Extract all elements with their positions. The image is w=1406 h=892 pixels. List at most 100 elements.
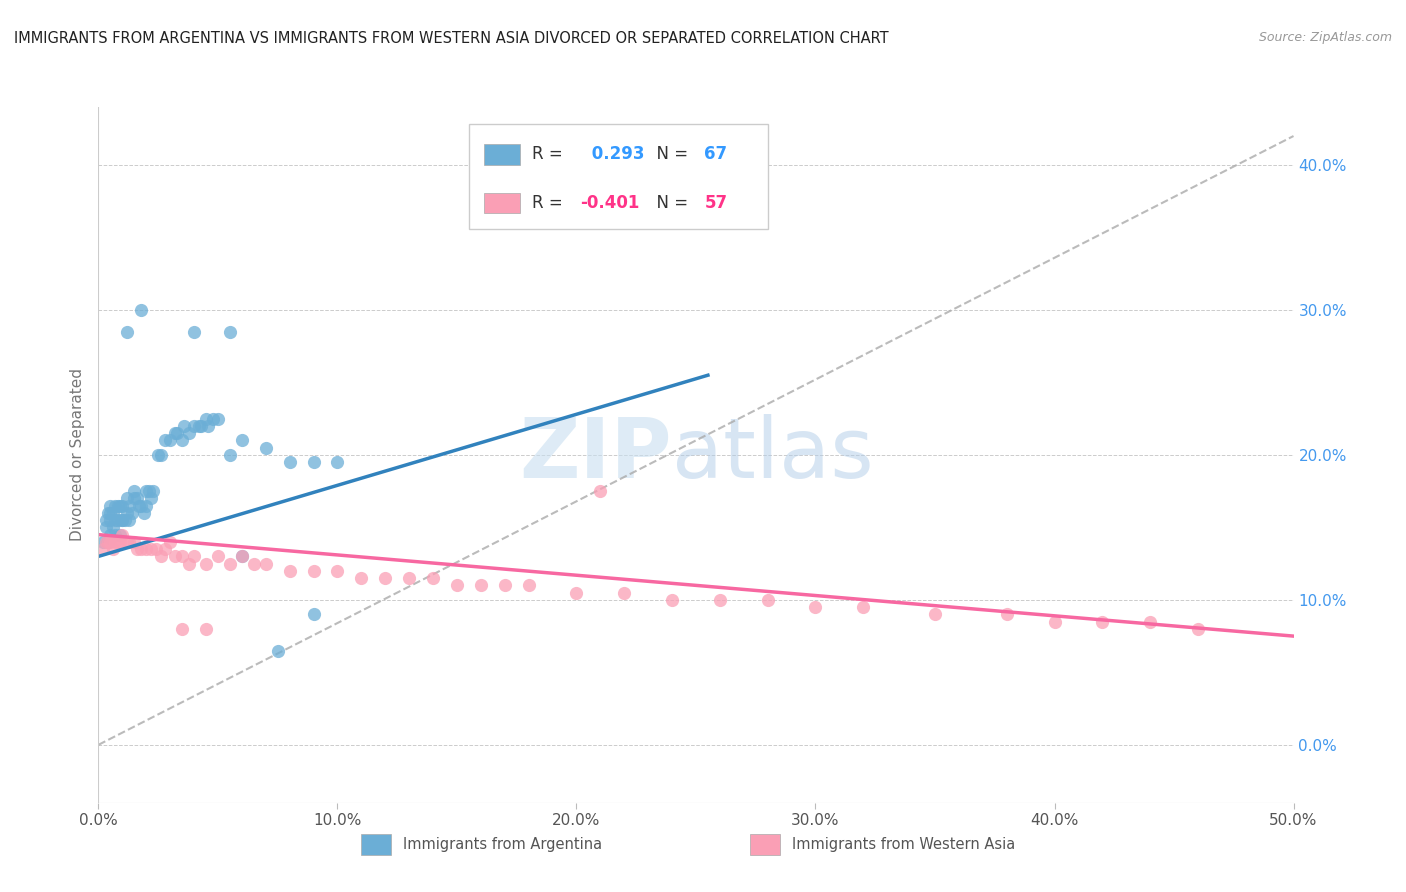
Point (470, 578, 492, 592)
Point (194, 411, 218, 425)
Point (243, 557, 266, 571)
Point (207, 411, 229, 425)
Point (302, 455, 325, 469)
Point (104, 534, 127, 549)
Point (142, 484, 165, 499)
Text: N =: N = (645, 145, 693, 163)
Point (172, 622, 194, 636)
Point (231, 549, 253, 564)
Point (183, 325, 205, 339)
Point (422, 571, 444, 585)
Point (1187, 622, 1209, 636)
Point (1091, 615, 1114, 629)
Point (207, 549, 229, 564)
Point (149, 448, 172, 462)
Point (98, 534, 122, 549)
Point (374, 571, 396, 585)
Point (107, 499, 129, 513)
Point (94, 534, 117, 549)
Point (190, 419, 212, 434)
Point (121, 506, 143, 520)
Point (155, 542, 177, 557)
Point (163, 426, 186, 441)
Point (398, 571, 420, 585)
Point (219, 325, 242, 339)
Point (179, 426, 201, 441)
Point (131, 542, 153, 557)
Point (172, 434, 194, 448)
Point (131, 303, 153, 318)
Point (97, 506, 120, 520)
Point (517, 578, 540, 592)
Point (132, 506, 155, 520)
Point (1139, 615, 1161, 629)
Point (128, 499, 150, 513)
Point (661, 592, 683, 607)
Text: Immigrants from Western Asia: Immigrants from Western Asia (792, 837, 1015, 852)
Point (107, 513, 129, 527)
Point (98, 513, 122, 527)
Point (302, 564, 325, 578)
Point (118, 534, 141, 549)
FancyBboxPatch shape (485, 193, 520, 213)
Point (108, 534, 131, 549)
Point (202, 411, 225, 425)
Point (183, 549, 205, 564)
Point (326, 564, 349, 578)
Point (125, 542, 148, 557)
Point (124, 534, 146, 549)
Point (104, 499, 127, 513)
Point (115, 325, 138, 339)
Point (108, 527, 131, 541)
Text: -0.401: -0.401 (581, 194, 640, 212)
Point (139, 542, 162, 557)
Point (1043, 615, 1066, 629)
Point (278, 455, 301, 469)
Text: Immigrants from Argentina: Immigrants from Argentina (404, 837, 602, 852)
Point (118, 499, 141, 513)
Point (852, 600, 875, 615)
Y-axis label: Divorced or Separated: Divorced or Separated (70, 368, 86, 541)
Point (155, 434, 177, 448)
Point (139, 491, 162, 506)
FancyBboxPatch shape (749, 834, 780, 855)
Point (131, 499, 153, 513)
Text: 57: 57 (704, 194, 727, 212)
Point (278, 564, 301, 578)
Point (111, 513, 134, 527)
Point (159, 534, 181, 549)
Point (135, 484, 157, 499)
Point (101, 542, 124, 557)
Point (98, 527, 122, 541)
Point (108, 499, 131, 513)
Point (104, 513, 127, 527)
Point (219, 557, 242, 571)
Point (115, 491, 138, 506)
Point (91, 534, 114, 549)
Point (183, 419, 205, 434)
Point (115, 506, 138, 520)
Point (187, 419, 209, 434)
Point (94, 513, 117, 527)
Point (149, 549, 172, 564)
Point (101, 520, 124, 534)
Text: R =: R = (533, 145, 568, 163)
Point (104, 527, 127, 541)
Text: Source: ZipAtlas.com: Source: ZipAtlas.com (1258, 31, 1392, 45)
Point (111, 527, 134, 541)
Point (172, 549, 194, 564)
Point (231, 549, 253, 564)
Point (111, 513, 134, 527)
Point (97, 534, 120, 549)
Point (98, 506, 122, 520)
Point (179, 557, 201, 571)
Point (254, 557, 277, 571)
Text: 0.293: 0.293 (586, 145, 644, 163)
Text: N =: N = (645, 194, 693, 212)
Point (145, 542, 167, 557)
Point (91, 542, 114, 557)
Point (197, 419, 219, 434)
Point (135, 499, 157, 513)
Point (350, 571, 373, 585)
Text: 67: 67 (704, 145, 727, 163)
